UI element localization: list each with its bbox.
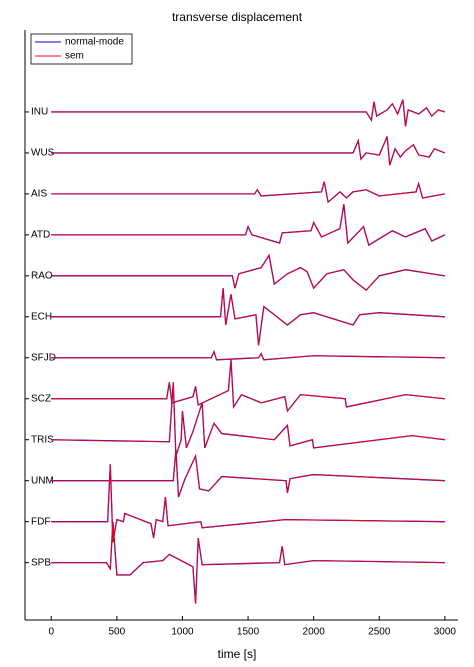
legend-label: normal-mode bbox=[65, 37, 124, 48]
trace-line bbox=[51, 449, 445, 498]
y-tick-label: SPB bbox=[31, 557, 51, 568]
trace-line bbox=[51, 359, 445, 413]
trace-line bbox=[51, 136, 446, 166]
y-tick-label: ATD bbox=[31, 230, 50, 241]
trace-line bbox=[51, 181, 445, 204]
trace-line bbox=[51, 136, 446, 166]
trace-line bbox=[51, 382, 445, 457]
trace-line bbox=[51, 350, 445, 361]
x-tick-label: 1500 bbox=[237, 627, 260, 638]
x-tick-label: 0 bbox=[48, 627, 54, 638]
y-tick-label: ECH bbox=[31, 311, 52, 322]
y-tick-label: WUS bbox=[31, 148, 55, 159]
y-tick-label: AIS bbox=[31, 189, 47, 200]
trace-line bbox=[51, 382, 445, 457]
x-tick-label: 2000 bbox=[303, 627, 326, 638]
trace-line bbox=[51, 464, 445, 543]
trace-line bbox=[51, 181, 445, 203]
trace-line bbox=[51, 254, 445, 291]
y-tick-label: INU bbox=[31, 107, 48, 118]
trace-line bbox=[51, 204, 446, 246]
y-tick-label: SFJD bbox=[31, 352, 56, 363]
trace-line bbox=[51, 99, 446, 127]
trace-line bbox=[51, 253, 445, 292]
trace-line bbox=[51, 359, 445, 413]
y-tick-label: TRIS bbox=[31, 434, 54, 445]
trace-line bbox=[51, 288, 445, 346]
y-tick-label: FDF bbox=[31, 516, 50, 527]
trace-line bbox=[51, 521, 445, 604]
legend-box bbox=[30, 33, 133, 65]
x-axis-label: time [s] bbox=[218, 647, 257, 661]
y-tick-label: SCZ bbox=[31, 393, 51, 404]
trace-line bbox=[51, 204, 446, 247]
y-tick-label: UNM bbox=[31, 475, 54, 486]
x-tick-label: 500 bbox=[109, 627, 126, 638]
x-tick-label: 3000 bbox=[434, 627, 457, 638]
x-tick-label: 2500 bbox=[368, 627, 391, 638]
legend-label: sem bbox=[65, 51, 84, 62]
trace-line bbox=[51, 99, 446, 127]
chart-title: transverse displacement bbox=[172, 10, 303, 24]
x-tick-label: 1000 bbox=[171, 627, 194, 638]
y-tick-label: RAO bbox=[31, 270, 53, 281]
